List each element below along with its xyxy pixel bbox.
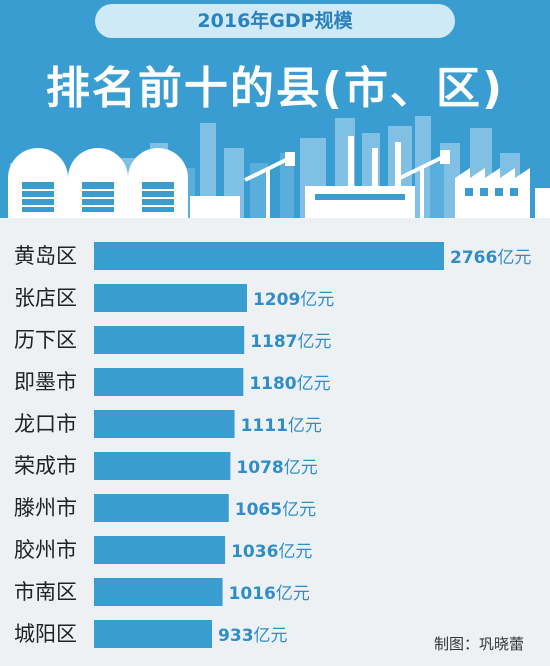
category-label: 城阳区	[14, 622, 77, 646]
category-label: 即墨市	[14, 370, 77, 394]
bar	[94, 410, 235, 438]
page-title: 排名前十的县(市、区)	[45, 63, 505, 114]
credit-text: 制图：巩晓蕾	[433, 635, 524, 653]
category-label: 胶州市	[14, 538, 77, 562]
bar	[94, 494, 229, 522]
value-label: 933亿元	[218, 626, 288, 646]
category-label: 历下区	[14, 328, 77, 352]
value-label: 1187亿元	[250, 332, 331, 352]
category-label: 荣成市	[14, 454, 77, 478]
bar	[94, 326, 245, 354]
value-label: 1111亿元	[241, 416, 322, 436]
bar	[94, 368, 244, 396]
bar	[94, 284, 247, 312]
value-label: 1016亿元	[229, 584, 310, 604]
bar	[94, 452, 231, 480]
value-label: 1078亿元	[236, 458, 317, 478]
bar	[94, 242, 444, 270]
bar	[94, 578, 223, 606]
value-label: 2766亿元	[450, 248, 531, 268]
category-label: 黄岛区	[14, 244, 77, 268]
value-label: 1036亿元	[231, 542, 312, 562]
value-label: 1180亿元	[249, 374, 330, 394]
subtitle: 2016年GDP规模	[197, 10, 353, 32]
bar	[94, 620, 213, 648]
category-label: 滕州市	[14, 496, 77, 520]
category-label: 龙口市	[14, 412, 77, 436]
category-label: 张店区	[14, 286, 77, 310]
skyline-illustration	[8, 116, 550, 218]
bar	[94, 536, 226, 564]
subtitle-pill: 2016年GDP规模	[95, 4, 455, 38]
value-label: 1209亿元	[253, 290, 334, 310]
header-banner: 2016年GDP规模 排名前十的县(市、区)	[0, 0, 550, 218]
value-label: 1065亿元	[235, 500, 316, 520]
category-label: 市南区	[14, 580, 77, 604]
